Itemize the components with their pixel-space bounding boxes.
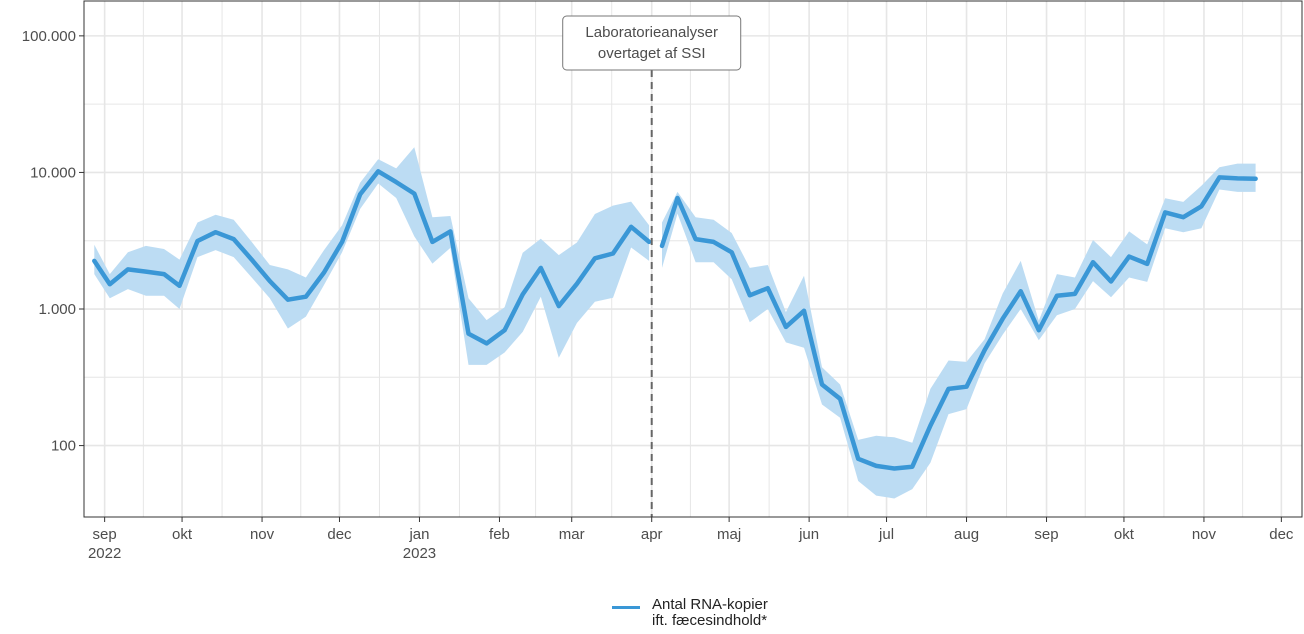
x-tick-year-label: 2023 bbox=[403, 545, 436, 562]
series-line bbox=[659, 175, 1258, 471]
legend-swatch bbox=[612, 606, 640, 609]
x-tick-label: jul bbox=[878, 526, 894, 543]
x-tick-label: sep bbox=[93, 526, 117, 543]
series-line bbox=[92, 169, 652, 346]
series-lines bbox=[92, 169, 1258, 471]
x-tick-year-label: 2022 bbox=[88, 545, 121, 562]
annotation-text: overtaget af SSI bbox=[598, 45, 706, 62]
x-tick-label: sep bbox=[1034, 526, 1058, 543]
confidence-bands bbox=[94, 147, 1256, 499]
x-tick-label: aug bbox=[954, 526, 979, 543]
x-tick-label: dec bbox=[1269, 526, 1294, 543]
legend-label-line-1: Antal RNA-kopier bbox=[652, 596, 768, 613]
x-tick-label: apr bbox=[641, 526, 663, 543]
x-tick-label: jun bbox=[798, 526, 819, 543]
confidence-band bbox=[94, 147, 650, 365]
legend-label: Antal RNA-kopier ift. fæcesindhold* bbox=[652, 597, 768, 629]
legend: Antal RNA-kopier ift. fæcesindhold* bbox=[612, 597, 768, 629]
y-tick-label: 1.000 bbox=[38, 301, 76, 318]
x-tick-label: mar bbox=[559, 526, 585, 543]
x-tick-label: nov bbox=[250, 526, 275, 543]
x-tick-label: jan bbox=[408, 526, 429, 543]
confidence-band bbox=[662, 163, 1256, 499]
annotation-box bbox=[562, 15, 742, 71]
x-tick-label: nov bbox=[1192, 526, 1217, 543]
y-tick-label: 100.000 bbox=[22, 28, 76, 45]
x-tick-labels: sep 2022 okt nov dec jan 2023 feb mar apr maj jun ju… bbox=[88, 517, 1294, 562]
y-tick-labels: 100 1.000 10.000 100.000 bbox=[22, 28, 84, 455]
x-tick-label: dec bbox=[327, 526, 352, 543]
annotation-box-group: Laboratorieanalyser overtaget af SSI bbox=[562, 15, 742, 71]
legend-label-line-2: ift. fæcesindhold* bbox=[652, 612, 768, 629]
x-tick-label: feb bbox=[489, 526, 510, 543]
annotation-text: Laboratorieanalyser bbox=[585, 24, 718, 41]
plot-panel-border bbox=[83, 0, 1303, 518]
x-tick-label: okt bbox=[172, 526, 193, 543]
y-tick-label: 10.000 bbox=[30, 164, 76, 181]
x-tick-label: maj bbox=[717, 526, 741, 543]
x-tick-label: okt bbox=[1114, 526, 1135, 543]
y-tick-label: 100 bbox=[51, 438, 76, 455]
